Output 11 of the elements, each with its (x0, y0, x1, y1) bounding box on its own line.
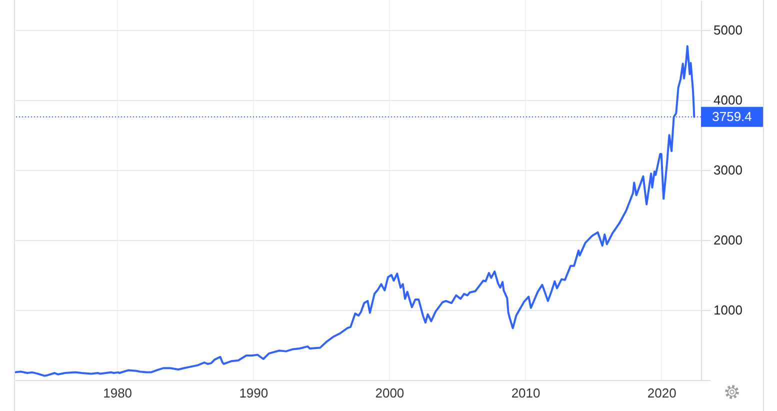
y-tick-label: 1000 (714, 302, 742, 318)
x-tick-label: 1990 (239, 386, 268, 400)
y-tick-label: 2000 (714, 232, 742, 248)
x-tick-label: 2000 (375, 386, 404, 400)
y-tick-label: 5000 (714, 22, 742, 38)
ref-line-label: 3759.4 (712, 108, 752, 124)
y-tick-label: 3000 (714, 162, 742, 178)
y-tick-label: 4000 (714, 92, 742, 108)
x-tick-label: 1980 (103, 386, 132, 400)
x-tick-label: 2020 (647, 386, 676, 400)
x-tick-label: 2010 (511, 386, 540, 400)
